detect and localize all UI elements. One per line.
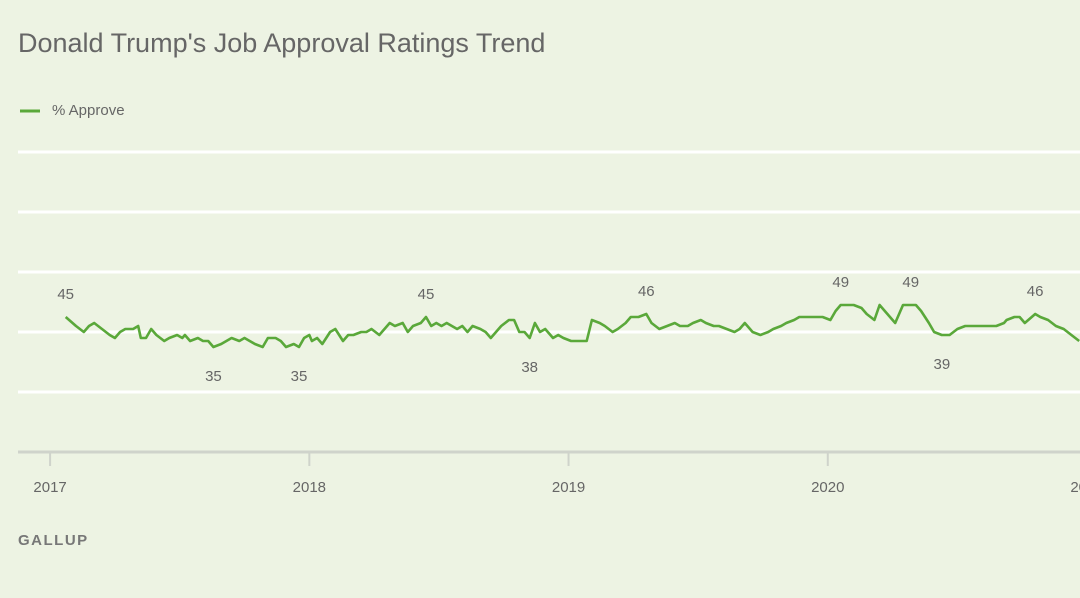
value-label: 45 [418, 286, 435, 303]
value-label: 49 [902, 274, 919, 291]
value-label: 46 [1027, 283, 1044, 300]
legend-label: % Approve [52, 102, 125, 119]
value-label: 45 [57, 286, 74, 303]
value-label: 39 [933, 356, 950, 373]
value-label: 38 [521, 359, 538, 376]
x-tick-label: 2019 [552, 479, 585, 496]
x-tick-label: 2018 [293, 479, 326, 496]
source: GALLUP [18, 532, 89, 549]
line [64, 303, 1080, 349]
value-label: 49 [832, 274, 849, 291]
x-tick-label: 2020 [811, 479, 844, 496]
value-label: 46 [638, 283, 655, 300]
chart-title: Donald Trump's Job Approval Ratings Tren… [18, 28, 545, 58]
value-label: 35 [205, 368, 222, 385]
x-tick-label: 2017 [33, 479, 66, 496]
x-tick-label: 2021 [1070, 479, 1080, 496]
value-label: 35 [291, 368, 308, 385]
